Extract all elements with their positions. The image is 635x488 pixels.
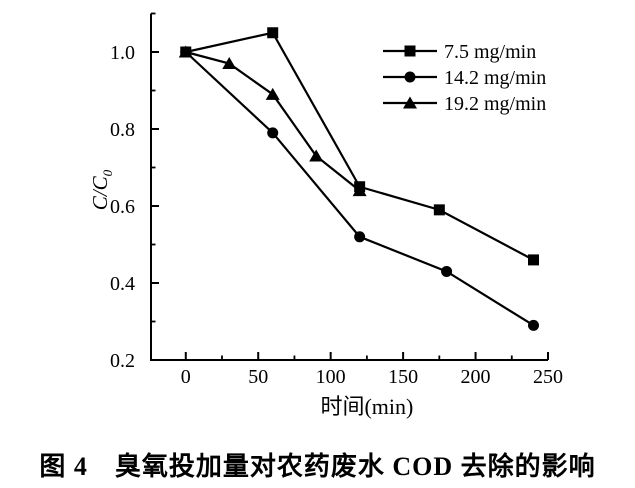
data-point-marker xyxy=(267,27,279,39)
data-point-marker xyxy=(354,231,366,243)
x-tick-label: 100 xyxy=(316,366,346,388)
legend: 7.5 mg/min 14.2 mg/min 19.2 mg/min xyxy=(383,41,546,115)
data-point-marker xyxy=(352,184,367,197)
legend-label: 19.2 mg/min xyxy=(444,93,546,115)
data-point-marker xyxy=(528,254,540,266)
x-ticks: 0 50 100 150 200 250 xyxy=(181,352,563,388)
data-point-marker xyxy=(433,204,445,216)
x-tick-label: 50 xyxy=(248,366,268,388)
x-tick-label: 200 xyxy=(461,366,491,388)
y-tick-label: 0.4 xyxy=(110,273,135,295)
data-point-marker xyxy=(265,87,280,100)
y-tick-label: 1.0 xyxy=(110,42,135,64)
x-tick-label: 150 xyxy=(388,366,418,388)
y-tick-label: 0.8 xyxy=(110,119,135,141)
legend-circle-marker xyxy=(404,71,416,83)
data-point-marker xyxy=(309,149,324,162)
figure-caption: 图 4 臭氧投加量对农药废水 COD 去除的影响 xyxy=(39,452,596,481)
legend-item: 7.5 mg/min xyxy=(383,41,536,63)
series-line xyxy=(185,50,361,192)
data-point-marker xyxy=(267,127,279,139)
data-point-marker xyxy=(222,57,237,70)
legend-label: 7.5 mg/min xyxy=(444,41,536,63)
cod-removal-line-chart: 0 50 100 150 200 250 0.2 0.4 0.6 0.8 1.0 时间(min) C/C… xyxy=(88,12,563,419)
y-axis-label: C/C0 xyxy=(88,169,115,210)
legend-label: 14.2 mg/min xyxy=(444,67,546,89)
legend-triangle-marker xyxy=(403,96,417,109)
data-point-marker xyxy=(441,265,453,277)
chart-canvas: 0 50 100 150 200 250 0.2 0.4 0.6 0.8 1.0 时间(min) C/C… xyxy=(88,12,563,419)
axes xyxy=(150,13,548,361)
x-tick-label: 250 xyxy=(533,366,563,388)
series-triangle xyxy=(178,45,367,197)
y-tick-label: 0.2 xyxy=(110,350,135,372)
data-point-marker xyxy=(528,319,540,331)
y-tick-label: 0.6 xyxy=(110,196,135,218)
x-axis-label: 时间(min) xyxy=(320,394,413,419)
legend-item: 19.2 mg/min xyxy=(383,93,546,115)
data-point-marker xyxy=(178,45,193,58)
y-ticks: 0.2 0.4 0.6 0.8 1.0 xyxy=(110,12,159,372)
legend-item: 14.2 mg/min xyxy=(383,67,546,89)
legend-square-marker xyxy=(404,45,416,57)
x-tick-label: 0 xyxy=(181,366,191,388)
